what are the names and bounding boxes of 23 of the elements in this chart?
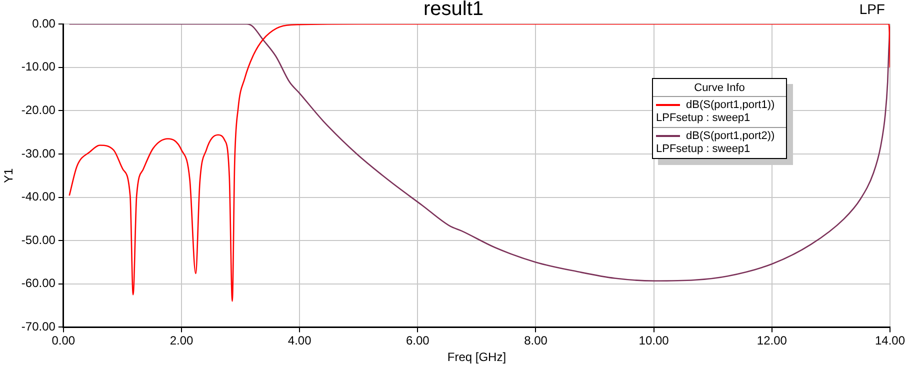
text: LPF [859, 1, 885, 17]
legend-label: dB(S(port1,port2)) LPFsetup : sweep1 [655, 129, 776, 157]
x-tick-label: 6.00 [406, 334, 430, 348]
y-tick-label: 0.00 [32, 16, 56, 30]
x-tick-label: 8.00 [524, 334, 548, 348]
legend-label: dB(S(port1,port1)) LPFsetup : sweep1 [653, 97, 786, 128]
x-tick-label: 0.00 [52, 334, 76, 348]
x-tick-label: 4.00 [288, 334, 312, 348]
x-axis-title: Freq [GHz] [447, 350, 506, 364]
y-axis-title: Y1 [2, 168, 16, 183]
y-tick-label: -30.00 [21, 146, 56, 160]
legend-title: Curve Info [653, 79, 786, 97]
chart-title: result1 [423, 0, 484, 20]
y-tick-label: -50.00 [21, 232, 56, 247]
y-tick-label: -40.00 [21, 190, 56, 204]
x-tick-label: 14.00 [874, 334, 906, 348]
y-tick-label: -10.00 [21, 60, 56, 74]
y-tick-label: -60.00 [21, 276, 56, 290]
x-tick-label: 12.00 [756, 334, 788, 348]
y-tick-label: -70.00 [21, 320, 56, 334]
y-tick-label: -20.00 [21, 102, 56, 117]
x-tick-label: 10.00 [638, 334, 670, 348]
x-tick-label: 2.00 [170, 334, 194, 348]
